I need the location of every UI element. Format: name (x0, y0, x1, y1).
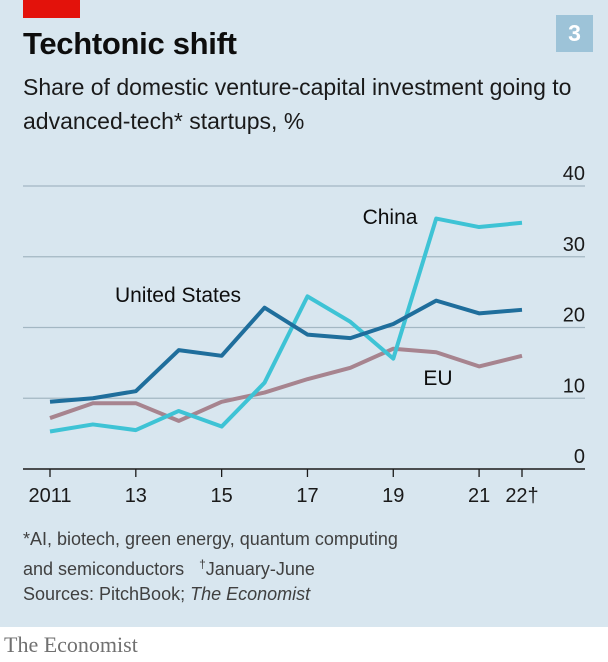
chart-number-badge: 3 (556, 15, 593, 52)
x-tick-label-2015: 15 (211, 485, 233, 507)
series-label-united_states: United States (115, 284, 241, 307)
y-axis-ticks: 0 10 20 30 40 (563, 163, 585, 468)
footnote-line-2-prefix: and semiconductors (23, 559, 185, 579)
x-tick-label-2017: 17 (296, 485, 318, 507)
x-tick-label-2019: 19 (382, 485, 404, 507)
chart-title: Techtonic shift (23, 26, 237, 61)
footnote-line-2-suffix: January-June (205, 559, 315, 579)
x-tick-label-2013: 13 (125, 485, 147, 507)
x-tick-label-2022: 22† (505, 485, 538, 507)
series-line-eu (49, 346, 523, 423)
footnote-line-1: *AI, biotech, green energy, quantum comp… (23, 529, 398, 549)
series-line-united_states (49, 298, 523, 404)
sources-prefix: Sources: PitchBook; (23, 584, 191, 604)
brand-footer: The Economist (4, 632, 138, 657)
series-line-china (49, 216, 523, 434)
footnote: *AI, biotech, green energy, quantum comp… (23, 527, 593, 582)
footnote-line-2: and semiconductors †January-June (23, 552, 593, 582)
series-label-eu: EU (423, 367, 452, 390)
sources: Sources: PitchBook; The Economist (23, 584, 310, 605)
series-labels: China United States EU (115, 206, 453, 390)
dagger-mark: † (199, 557, 206, 571)
y-tick-label-40: 40 (563, 163, 585, 185)
x-axis-ticks: 2011 13 15 17 19 21 22† (28, 469, 539, 507)
chart-subtitle: Share of domestic venture-capital invest… (23, 74, 572, 134)
y-tick-label-0: 0 (574, 446, 585, 468)
x-tick-label-2021: 21 (468, 485, 490, 507)
y-tick-label-20: 20 (563, 305, 585, 327)
line-chart: 0 10 20 30 40 2011 13 15 17 19 21 22† China United … (23, 163, 585, 507)
series-label-china: China (363, 206, 418, 229)
x-tick-label-2011: 2011 (28, 485, 71, 507)
series-lines (49, 216, 523, 434)
y-tick-label-30: 30 (563, 234, 585, 256)
brand-red-tag (23, 0, 80, 18)
gridlines (23, 185, 585, 470)
chart-panel (0, 0, 608, 627)
sources-italic: The Economist (190, 584, 311, 604)
y-tick-label-10: 10 (563, 375, 585, 397)
